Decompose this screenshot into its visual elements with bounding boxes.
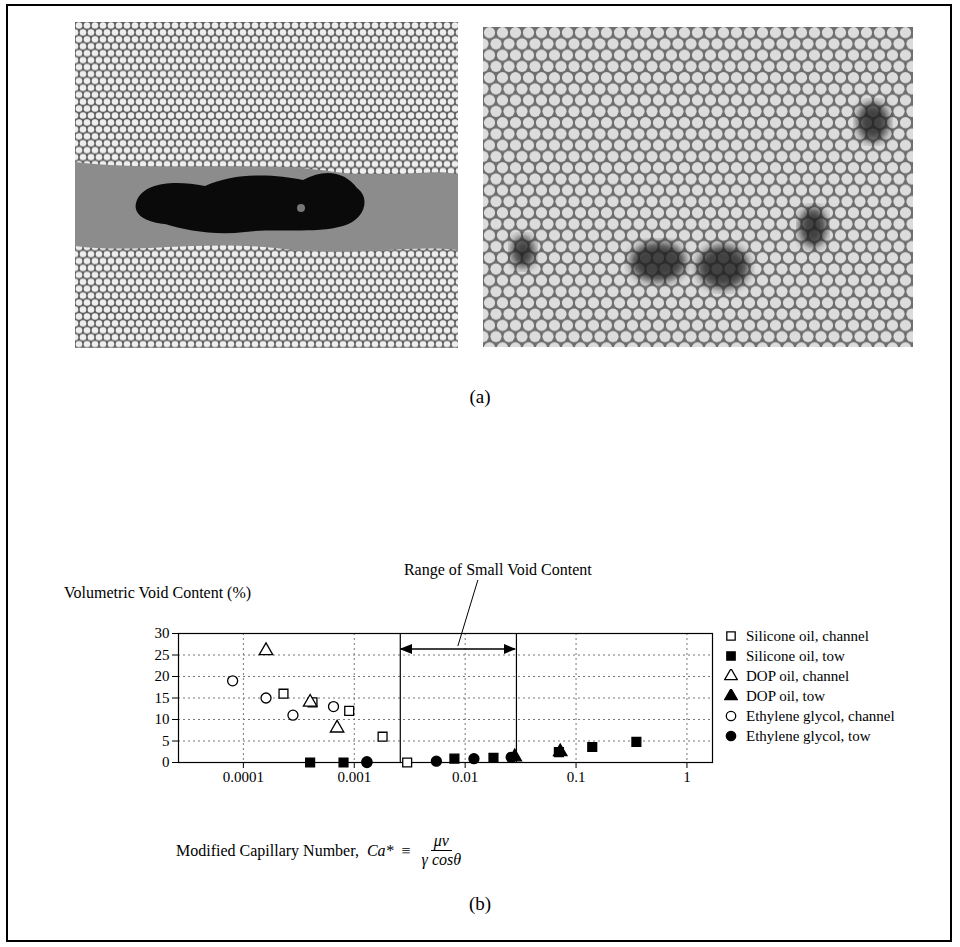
- svg-text:0.01: 0.01: [452, 769, 478, 785]
- svg-text:0.001: 0.001: [337, 769, 371, 785]
- svg-text:20: 20: [155, 668, 170, 684]
- svg-text:1: 1: [683, 769, 691, 785]
- svg-text:0.0001: 0.0001: [223, 769, 264, 785]
- svg-text:Range of Small Void Content: Range of Small Void Content: [404, 561, 592, 579]
- html-text:(b): (b): [468, 893, 492, 914]
- html-text:γ cosθ: γ cosθ: [421, 851, 462, 868]
- svg-text:30: 30: [155, 625, 170, 641]
- html-text:Silicone oil, channel: Silicone oil, channel: [746, 627, 869, 644]
- html-text:DOP oil, channel: DOP oil, channel: [746, 667, 850, 684]
- html-text:Ethylene glycol, channel: Ethylene glycol, channel: [746, 707, 895, 724]
- html-text:Silicone oil, tow: Silicone oil, tow: [746, 647, 845, 664]
- svg-text:0.1: 0.1: [567, 769, 586, 785]
- svg-text:10: 10: [155, 711, 170, 727]
- html-text:Ca*: Ca*: [366, 841, 394, 859]
- svg-text:15: 15: [155, 690, 170, 706]
- html-text:Volumetric Void Content (%): Volumetric Void Content (%): [64, 584, 252, 601]
- html-text:DOP oil, tow: DOP oil, tow: [746, 687, 825, 704]
- svg-text:25: 25: [155, 647, 170, 663]
- html-text:μv: μv: [433, 832, 449, 849]
- svg-text:0: 0: [162, 754, 170, 770]
- svg-text:5: 5: [162, 733, 170, 749]
- html-text:(a): (a): [469, 386, 491, 407]
- html-text:Ethylene glycol, tow: Ethylene glycol, tow: [746, 727, 871, 744]
- html-text:Modified Capillary Number,: Modified Capillary Number,: [176, 841, 359, 859]
